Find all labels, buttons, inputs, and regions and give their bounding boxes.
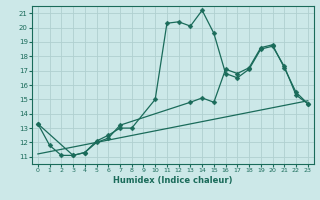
X-axis label: Humidex (Indice chaleur): Humidex (Indice chaleur) [113,176,233,185]
